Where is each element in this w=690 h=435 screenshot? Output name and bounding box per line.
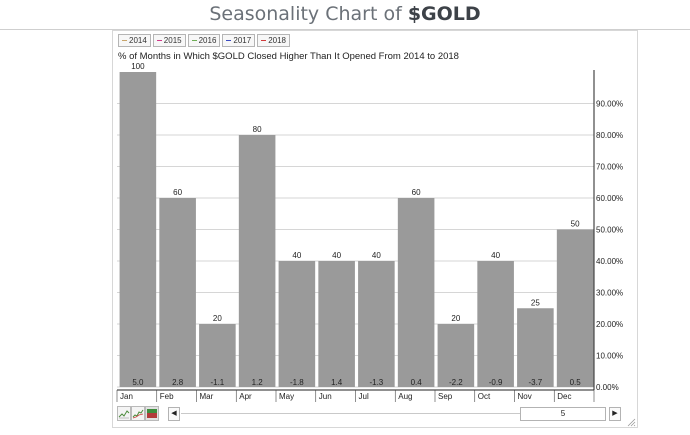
legend-item-2018[interactable]: 2018: [257, 34, 290, 47]
avg-change-label: 5.0: [132, 378, 144, 387]
y-tick-label: 30.00%: [596, 289, 623, 298]
bar-value-label: 40: [332, 251, 341, 260]
legend-swatch: [226, 40, 232, 41]
title-bar: Seasonality Chart of $GOLD: [0, 0, 690, 30]
x-tick-label: Aug: [398, 392, 412, 401]
bar-value-label: 20: [451, 314, 460, 323]
bar: [318, 261, 355, 387]
bar-chart-icon[interactable]: [145, 406, 159, 421]
legend-swatch: [261, 40, 267, 41]
x-tick-label: Mar: [200, 392, 214, 401]
legend-label: 2017: [233, 36, 252, 45]
legend-item-2016[interactable]: 2016: [187, 34, 221, 47]
legend-item-2017[interactable]: 2017: [222, 34, 256, 47]
x-tick-label: Feb: [160, 392, 174, 401]
legend-item-2015[interactable]: 2015: [152, 34, 186, 47]
legend-label: 2014: [129, 36, 147, 45]
x-tick-label: Jul: [359, 392, 369, 401]
x-tick-label: Apr: [239, 392, 252, 401]
avg-change-label: 1.4: [331, 378, 343, 387]
avg-change-label: -3.7: [528, 378, 542, 387]
x-tick-label: May: [279, 392, 294, 401]
y-tick-label: 10.00%: [596, 352, 623, 361]
avg-change-label: 1.2: [252, 378, 264, 387]
bar: [397, 198, 435, 387]
y-tick-label: 60.00%: [596, 194, 623, 203]
bar: [159, 198, 196, 387]
legend-label: 2015: [163, 36, 182, 45]
avg-change-label: -0.9: [489, 378, 503, 387]
scroll-thumb[interactable]: 5: [520, 407, 606, 421]
page-title-prefix: Seasonality Chart of: [209, 3, 408, 25]
y-tick-label: 40.00%: [596, 257, 623, 266]
bar-value-label: 50: [571, 220, 580, 229]
bar: [517, 308, 554, 387]
avg-change-label: 0.4: [411, 378, 423, 387]
bar: [437, 324, 475, 387]
scroll-left-button[interactable]: ◀: [168, 407, 180, 421]
y-tick-label: 50.00%: [596, 226, 623, 235]
bar-value-label: 40: [292, 251, 301, 260]
bar-value-label: 20: [213, 314, 222, 323]
x-tick-label: Oct: [478, 392, 491, 401]
bar-value-label: 40: [372, 251, 381, 260]
y-tick-label: 20.00%: [596, 320, 623, 329]
page-title-symbol: $GOLD: [407, 3, 481, 25]
y-tick-label: 0.00%: [596, 383, 619, 392]
x-tick-label: Jun: [319, 392, 332, 401]
bar-value-label: 100: [131, 62, 145, 71]
trend-chart-icon[interactable]: [131, 406, 145, 421]
legend-swatch: [191, 40, 197, 41]
scroll-track[interactable]: [181, 413, 520, 414]
line-chart-icon[interactable]: [117, 406, 131, 421]
bar: [238, 135, 276, 387]
bar: [278, 261, 316, 387]
x-tick-label: Jan: [120, 392, 133, 401]
legend-label: 2018: [268, 36, 286, 45]
page-title: Seasonality Chart of $GOLD: [0, 3, 690, 25]
avg-change-label: -2.2: [449, 378, 463, 387]
x-tick-label: Dec: [557, 392, 571, 401]
scroll-right-button[interactable]: ▶: [609, 407, 621, 421]
avg-change-label: -1.1: [210, 378, 224, 387]
y-tick-label: 80.00%: [596, 131, 623, 140]
chart-title: % of Months in Which $GOLD Closed Higher…: [118, 51, 459, 62]
avg-change-label: 2.8: [172, 378, 184, 387]
avg-change-label: 0.5: [570, 378, 582, 387]
bar: [477, 261, 514, 387]
legend-swatch: [156, 40, 162, 41]
legend-item-2014[interactable]: 2014: [118, 34, 151, 47]
bar-value-label: 60: [173, 188, 182, 197]
bar: [199, 324, 236, 387]
y-tick-label: 70.00%: [596, 163, 623, 172]
x-tick-label: Sep: [438, 392, 453, 401]
bar: [358, 261, 395, 387]
resize-grip-icon[interactable]: [627, 418, 636, 427]
bar-value-label: 25: [531, 298, 540, 307]
bar-value-label: 60: [412, 188, 421, 197]
x-tick-label: Nov: [518, 392, 532, 401]
y-tick-label: 90.00%: [596, 100, 623, 109]
bar: [119, 72, 157, 387]
avg-change-label: -1.8: [290, 378, 304, 387]
bar-value-label: 80: [253, 125, 262, 134]
bar: [556, 229, 594, 387]
legend: 2014 2015 2016 2017 2018: [118, 34, 292, 48]
avg-change-label: -1.3: [369, 378, 383, 387]
legend-swatch: [122, 40, 127, 41]
bar-value-label: 40: [491, 251, 500, 260]
legend-label: 2016: [198, 36, 217, 45]
